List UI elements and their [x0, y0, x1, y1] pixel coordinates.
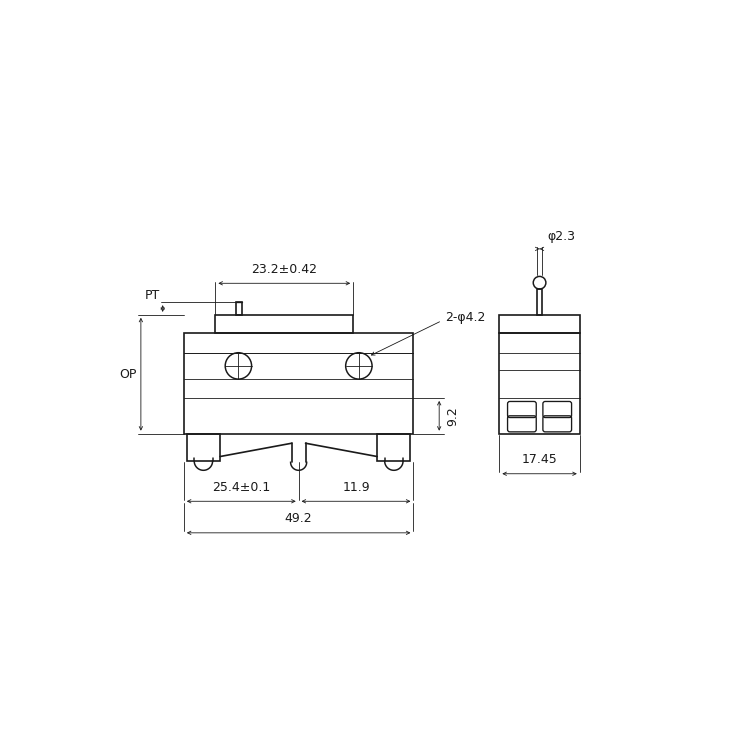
Text: 17.45: 17.45 [522, 453, 557, 466]
Bar [536, 289, 542, 315]
Bar [215, 315, 353, 333]
Text: PT: PT [145, 288, 160, 302]
Text: 25.4±0.1: 25.4±0.1 [212, 481, 270, 494]
Bar [499, 315, 580, 333]
Bar [499, 333, 580, 434]
Text: OP: OP [119, 368, 137, 381]
Text: 23.2±0.42: 23.2±0.42 [251, 263, 317, 276]
Text: 49.2: 49.2 [285, 513, 312, 525]
Bar [236, 302, 242, 315]
Bar [184, 333, 413, 434]
Text: φ2.3: φ2.3 [547, 230, 575, 243]
Bar [187, 434, 220, 461]
Text: 2-φ4.2: 2-φ4.2 [445, 311, 485, 323]
Bar [377, 434, 410, 461]
Text: 9.2: 9.2 [447, 406, 460, 425]
Text: 11.9: 11.9 [342, 481, 370, 494]
